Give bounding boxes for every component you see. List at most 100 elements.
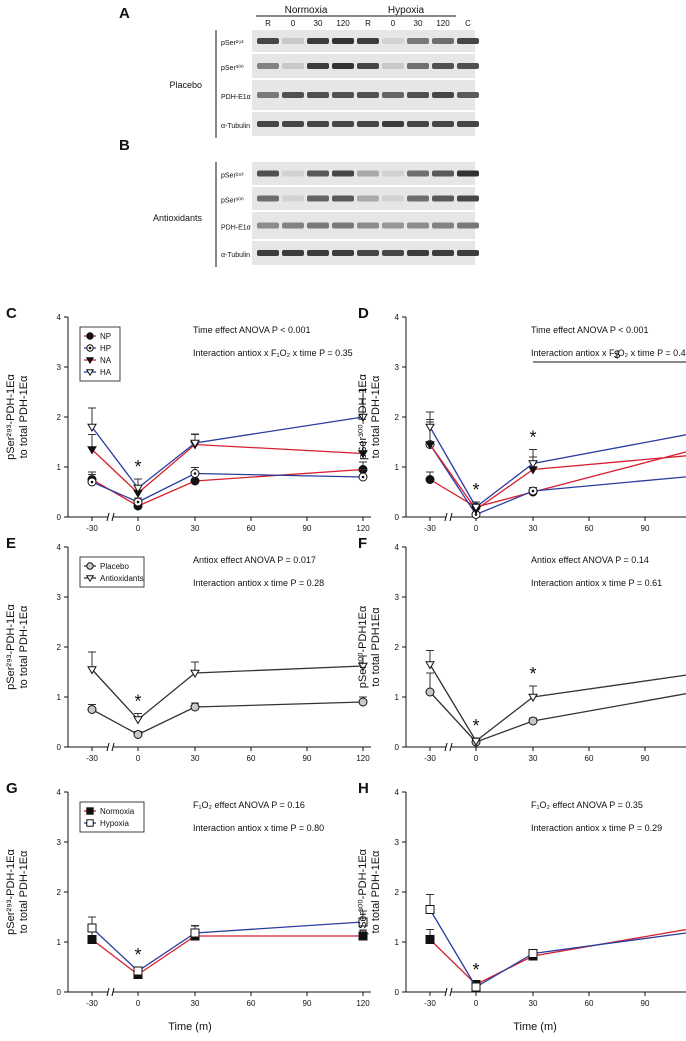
significance-star: * xyxy=(472,716,479,736)
data-point-ha xyxy=(190,439,200,448)
x-tick-label: 120 xyxy=(356,524,370,533)
data-point-hypoxia xyxy=(425,905,435,914)
legend-entry-normoxia: Normoxia xyxy=(100,807,135,816)
blot-band xyxy=(457,121,479,127)
axis-break-mark xyxy=(106,512,110,522)
annotation-text: Interaction antiox x time P = 0.61 xyxy=(531,578,662,588)
data-point-hypoxia xyxy=(133,966,143,976)
blot-band xyxy=(357,92,379,98)
series-na xyxy=(87,434,368,498)
series-line-hp xyxy=(429,444,686,516)
series-line-normoxia xyxy=(429,928,686,986)
data-point-dot xyxy=(193,472,197,475)
data-point-na xyxy=(85,357,95,365)
lane-label-1: 0 xyxy=(291,19,296,28)
chart-panel-d: D 0 1 2 3 4 -30 0 30 60 90 120 pSer³⁰⁰-PDH-1Eαto tot… xyxy=(357,305,686,533)
normoxia-label: Normoxia xyxy=(285,5,328,16)
data-point-hypoxia xyxy=(528,949,538,958)
data-point-normoxia xyxy=(358,931,368,941)
blot-band xyxy=(407,195,429,202)
blot-row-label: pSer²⁹³ xyxy=(221,173,244,180)
data-point-hypoxia xyxy=(87,923,97,933)
data-point-normoxia xyxy=(86,807,94,815)
blot-band xyxy=(257,92,279,98)
y-axis-label: pSer³⁰⁰-PDH-1Eαto total PDH-1Eα xyxy=(357,373,382,460)
significance-star: * xyxy=(472,960,479,980)
blot-band xyxy=(332,121,354,127)
chart-panel-g: G 0 1 2 3 4 -30 0 30 60 90 120 pSer²⁹³-PDH-1Eαto tot… xyxy=(5,780,371,1008)
x-axis-title-right: Time (m) xyxy=(513,1021,557,1033)
axis-break-mark xyxy=(444,987,448,997)
axis-break-mark xyxy=(106,987,110,997)
chart-panel-h: H 0 1 2 3 4 -30 0 30 60 90 120 pSer³⁰⁰-PDH-1Eαto tot… xyxy=(357,780,686,1008)
blot-band xyxy=(457,38,479,44)
y-tick-label: 1 xyxy=(395,463,400,472)
blot-band xyxy=(332,38,354,44)
blot-band xyxy=(332,170,354,177)
data-point-ha xyxy=(85,369,95,377)
blot-band xyxy=(257,38,279,44)
data-point-dot xyxy=(88,346,92,350)
x-tick-label: 120 xyxy=(356,999,370,1008)
y-tick-label: 3 xyxy=(57,593,62,602)
data-point-placebo xyxy=(358,697,368,707)
x-tick-label: 90 xyxy=(641,754,650,763)
data-point-na xyxy=(425,441,435,450)
annotation-text: F₁O₂ effect ANOVA P = 0.35 xyxy=(531,800,643,810)
series-hypoxia xyxy=(87,910,368,976)
x-tick-label: 90 xyxy=(641,524,650,533)
axis-break-mark xyxy=(444,512,448,522)
series-ha xyxy=(87,389,368,493)
blot-band xyxy=(382,170,404,177)
series-line-hp xyxy=(91,472,364,503)
blot-band xyxy=(307,195,329,202)
blot-band xyxy=(307,63,329,69)
y-tick-label: 0 xyxy=(57,988,62,997)
x-tick-label: -30 xyxy=(86,524,98,533)
axis-break-mark xyxy=(111,987,115,997)
panel-label: H xyxy=(358,780,369,797)
blot-row-label: α-Tubulin xyxy=(221,252,250,259)
data-point-placebo xyxy=(87,705,97,714)
legend-entry-antioxidants: Antioxidants xyxy=(100,574,144,583)
data-point-ha xyxy=(133,484,143,493)
y-axis-label-line: pSer³⁰⁰-PDH1Eα xyxy=(357,605,369,688)
x-tick-label: 90 xyxy=(303,754,312,763)
blot-band xyxy=(407,222,429,229)
y-axis-label: pSer²⁹³-PDH-1Eαto total PDH-1Eα xyxy=(5,374,30,460)
blot-band xyxy=(407,63,429,69)
y-tick-label: 4 xyxy=(57,543,62,552)
data-point-ha xyxy=(87,423,97,432)
y-axis-label-line: to total PDH-1Eα xyxy=(18,375,30,458)
blot-band xyxy=(457,222,479,229)
y-axis-label-line: to total PDH1Eα xyxy=(370,607,382,687)
data-point-antioxidants xyxy=(528,693,538,702)
chart-panel-f: F 0 1 2 3 4 -30 0 30 60 90 120 pSer³⁰⁰-PDH1Eαto tota… xyxy=(357,535,686,763)
lane-label-7: 120 xyxy=(436,19,450,28)
blot-band xyxy=(432,170,454,177)
blot-band xyxy=(307,250,329,256)
axis-break-mark xyxy=(444,742,448,752)
annotation-text: Time effect ANOVA P < 0.001 xyxy=(531,325,648,335)
series-line-ha xyxy=(91,416,364,489)
data-point-np xyxy=(86,332,94,340)
y-tick-label: 2 xyxy=(395,413,400,422)
data-point-ha xyxy=(528,460,538,469)
blot-band xyxy=(357,121,379,127)
y-tick-label: 3 xyxy=(57,363,62,372)
blot-band xyxy=(282,92,304,98)
blot-panel-a: A Placebo pSer²⁹³ pSer³⁰⁰ PDH-E1α α-Tubulin xyxy=(119,5,479,138)
x-tick-label: 30 xyxy=(191,524,200,533)
y-axis-label-line: pSer²⁹³-PDH-1Eα xyxy=(5,849,17,935)
y-axis-label-line: to total PDH-1Eα xyxy=(18,850,30,933)
x-tick-label: -30 xyxy=(424,524,436,533)
legend-entry-placebo: Placebo xyxy=(100,562,129,571)
data-point-np xyxy=(425,475,435,484)
lane-label-4: R xyxy=(365,19,371,28)
axis-break-mark xyxy=(449,987,453,997)
y-tick-label: 1 xyxy=(57,693,62,702)
x-tick-label: 30 xyxy=(529,524,538,533)
x-tick-label: 60 xyxy=(585,754,594,763)
series-line-normoxia xyxy=(91,935,363,976)
x-tick-label: 30 xyxy=(191,754,200,763)
